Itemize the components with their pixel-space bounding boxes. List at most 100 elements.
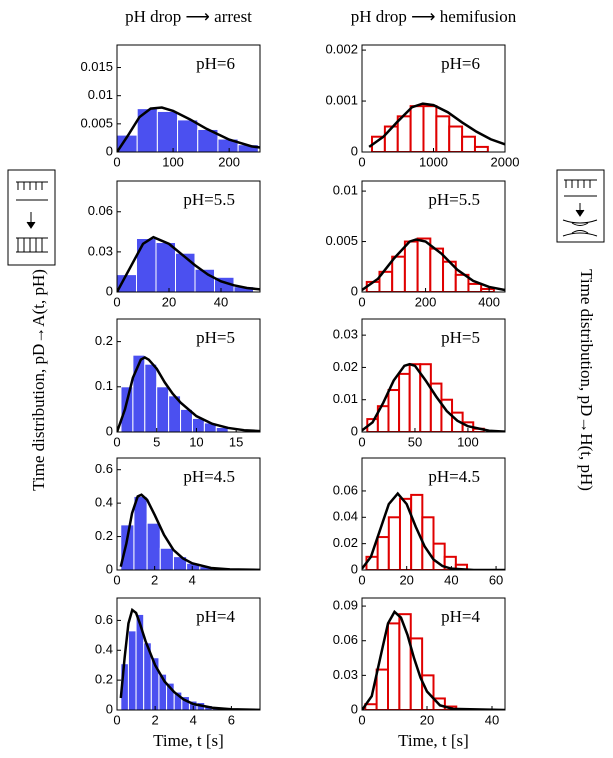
- x-tick-label: 20: [399, 572, 413, 587]
- fit-curve: [119, 493, 260, 570]
- axes-frame: [116, 180, 261, 293]
- y-tick-label: 0.06: [88, 203, 113, 218]
- axes-frame: [116, 597, 261, 711]
- x-tick-label: 0: [113, 712, 120, 727]
- column-title: pH drop ⟶ arrest: [125, 7, 252, 26]
- bar: [461, 135, 476, 152]
- axes-frame: [361, 597, 506, 711]
- fit-curve: [362, 362, 505, 432]
- bar: [443, 555, 457, 570]
- y-tick-label: 0.04: [333, 509, 358, 524]
- y-tick-label: 0.09: [333, 598, 358, 613]
- axes-frame: [361, 318, 506, 433]
- axes-frame: [116, 44, 261, 153]
- y-tick-label: 0: [106, 283, 113, 298]
- y-tick-label: 0: [106, 701, 113, 716]
- panel-label: pH=4.5: [183, 467, 235, 486]
- bar: [133, 495, 148, 570]
- bar: [387, 389, 401, 432]
- bar: [156, 386, 170, 432]
- x-tick-label: 0: [113, 154, 120, 169]
- bar: [155, 242, 176, 292]
- x-tick-label: 0: [358, 572, 365, 587]
- y-tick-label: 0.01: [333, 391, 358, 406]
- y-tick-label: 0.06: [333, 482, 358, 497]
- x-axis-label: Time, t [s]: [398, 731, 469, 750]
- plot-area: [117, 106, 260, 152]
- x-tick-label: 10: [189, 434, 203, 449]
- bar: [146, 522, 161, 570]
- fit-curve: [368, 102, 505, 148]
- y-tick-label: 0.1: [95, 378, 113, 393]
- y-tick-label: 0.6: [95, 612, 113, 627]
- y-tick-label: 0.2: [95, 528, 113, 543]
- bar: [144, 363, 158, 432]
- panel: 0 200 400 0 0.005 0.01 pH=5.5: [325, 180, 506, 309]
- x-tick-label: 100: [457, 434, 479, 449]
- axes-frame: [116, 318, 261, 433]
- axes-frame: [361, 457, 506, 571]
- plot-area: [362, 237, 505, 292]
- x-tick-label: 0: [358, 154, 365, 169]
- x-tick-label: 400: [478, 294, 500, 309]
- y-tick-label: 0.4: [95, 495, 113, 510]
- x-tick-label: 0: [358, 434, 365, 449]
- y-tick-label: 0.03: [88, 243, 113, 258]
- bar: [422, 105, 438, 152]
- panel: 0 2 4 6 0 0.2 0.4 0.6 pH=4 Time, t [s]: [95, 597, 261, 750]
- bar: [473, 145, 489, 152]
- x-tick-label: 6: [228, 712, 235, 727]
- bar: [387, 516, 401, 570]
- bar: [127, 630, 137, 710]
- bar: [383, 125, 399, 152]
- panel: 0 20 40 0 0.03 0.06 pH=5.5: [88, 180, 261, 309]
- bar: [391, 255, 406, 292]
- y-tick-label: 0: [106, 561, 113, 576]
- x-tick-label: 200: [415, 294, 437, 309]
- bar: [177, 119, 199, 152]
- x-tick-label: 20: [420, 712, 434, 727]
- plot-area: [117, 354, 260, 432]
- bar: [375, 668, 389, 710]
- x-tick-label: 5: [153, 434, 160, 449]
- y-tick-label: 0.6: [95, 461, 113, 476]
- bar: [467, 282, 483, 292]
- fit-curve: [117, 235, 260, 292]
- plot-area: [119, 607, 260, 710]
- y-tick-label: 0: [106, 143, 113, 158]
- fit-curve: [362, 609, 505, 710]
- bar: [159, 547, 174, 570]
- hemifusion-icon: [556, 169, 605, 243]
- bar: [156, 110, 179, 152]
- plot-area: [362, 609, 505, 710]
- bar: [387, 622, 401, 710]
- bar: [120, 386, 134, 432]
- x-tick-label: 0: [358, 294, 365, 309]
- plot-area: [117, 235, 260, 292]
- y-tick-label: 0.01: [333, 183, 358, 198]
- y-tick-label: 0.02: [333, 535, 358, 550]
- y-tick-label: 0: [351, 143, 358, 158]
- y-tick-label: 0.005: [325, 233, 358, 248]
- x-axis-label: Time, t [s]: [153, 731, 224, 750]
- panel: 0 2 4 0 0.2 0.4 0.6 pH=4.5: [95, 457, 261, 587]
- x-tick-label: 40: [444, 572, 458, 587]
- bar: [175, 252, 196, 292]
- bar: [136, 238, 157, 292]
- bar: [448, 125, 464, 152]
- fit-curve: [117, 106, 260, 152]
- plot-area: [368, 102, 505, 152]
- bar: [408, 363, 422, 432]
- fit-curve: [117, 355, 260, 432]
- panel-label: pH=4: [196, 607, 235, 626]
- panel-label: pH=5.5: [428, 190, 480, 209]
- x-tick-label: 20: [162, 294, 176, 309]
- y-tick-label: 0.2: [95, 333, 113, 348]
- x-tick-label: 0: [113, 572, 120, 587]
- panel: 0 50 100 0 0.01 0.02 0.03 pH=5: [333, 318, 506, 449]
- x-tick-label: 15: [229, 434, 243, 449]
- y-tick-label: 0.06: [333, 632, 358, 647]
- x-tick-label: 60: [489, 572, 503, 587]
- y-tick-label: 0.005: [80, 115, 113, 130]
